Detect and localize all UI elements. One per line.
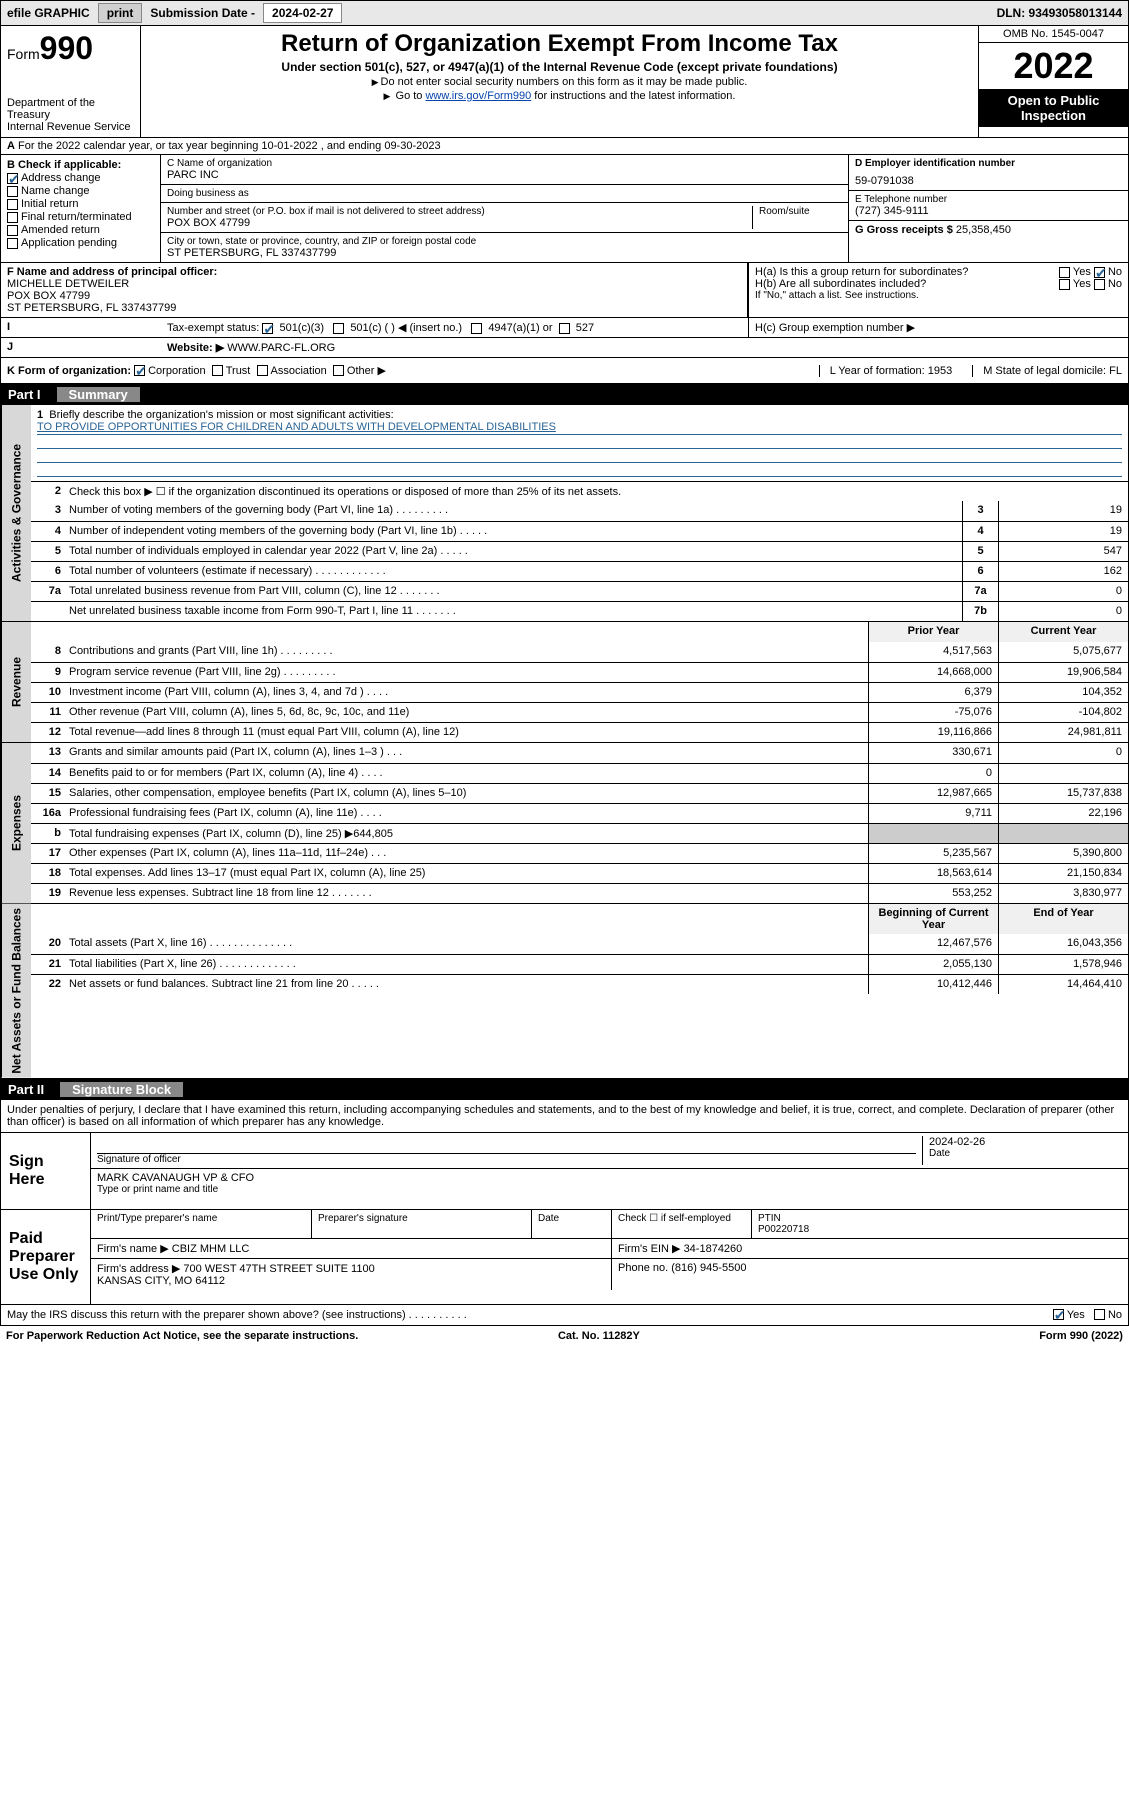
omb-number: OMB No. 1545-0047 [979, 26, 1128, 43]
hc-group-exemption: H(c) Group exemption number ▶ [748, 318, 1128, 337]
side-expenses: Expenses [1, 743, 31, 903]
submission-date-label: Submission Date - [144, 6, 261, 20]
chk-hb-no[interactable] [1094, 279, 1105, 290]
form-subtitle: Under section 501(c), 527, or 4947(a)(1)… [147, 60, 972, 74]
chk-initial-return[interactable] [7, 199, 18, 210]
summary-row: 12Total revenue—add lines 8 through 11 (… [31, 722, 1128, 742]
chk-trust[interactable] [212, 365, 223, 376]
chk-association[interactable] [257, 365, 268, 376]
ssn-note: Do not enter social security numbers on … [147, 76, 972, 88]
part-i-body: Activities & Governance 1 Briefly descri… [0, 405, 1129, 1079]
top-toolbar: efile GRAPHIC print Submission Date - 20… [0, 0, 1129, 26]
summary-row: 17Other expenses (Part IX, column (A), l… [31, 843, 1128, 863]
website: WWW.PARC-FL.ORG [227, 342, 335, 354]
tax-year: 2022 [979, 43, 1128, 89]
ptin: P00220718 [758, 1224, 809, 1235]
gross-receipts: 25,358,450 [956, 224, 1011, 236]
summary-row: 4Number of independent voting members of… [31, 521, 1128, 541]
summary-row: 13Grants and similar amounts paid (Part … [31, 743, 1128, 763]
summary-row: 14Benefits paid to or for members (Part … [31, 763, 1128, 783]
principal-officer: MICHELLE DETWEILER POX BOX 47799 ST PETE… [7, 278, 176, 314]
paid-preparer-label: Paid Preparer Use Only [1, 1210, 91, 1304]
firm-name: CBIZ MHM LLC [172, 1243, 250, 1255]
side-governance: Activities & Governance [1, 405, 31, 621]
section-klm: K Form of organization: Corporation Trus… [0, 358, 1129, 384]
firm-ein: 34-1874260 [684, 1243, 743, 1255]
chk-discuss-yes[interactable] [1053, 1309, 1064, 1320]
chk-501c[interactable] [333, 323, 344, 334]
chk-discuss-no[interactable] [1094, 1309, 1105, 1320]
section-d: D Employer identification number 59-0791… [848, 155, 1128, 262]
section-bcd: B Check if applicable: Address change Na… [0, 155, 1129, 263]
summary-row: 16aProfessional fundraising fees (Part I… [31, 803, 1128, 823]
section-j: J Website: ▶ WWW.PARC-FL.ORG [0, 338, 1129, 358]
summary-row: 21Total liabilities (Part X, line 26) . … [31, 954, 1128, 974]
summary-row: 20Total assets (Part X, line 16) . . . .… [31, 934, 1128, 954]
summary-row: 15Salaries, other compensation, employee… [31, 783, 1128, 803]
signature-block: Sign Here Signature of officer 2024-02-2… [0, 1133, 1129, 1326]
chk-name-change[interactable] [7, 186, 18, 197]
side-net-assets: Net Assets or Fund Balances [1, 904, 31, 1078]
chk-application-pending[interactable] [7, 238, 18, 249]
chk-ha-no[interactable] [1094, 267, 1105, 278]
ein: 59-0791038 [855, 175, 1122, 187]
chk-ha-yes[interactable] [1059, 267, 1070, 278]
summary-row: 10Investment income (Part VIII, column (… [31, 682, 1128, 702]
summary-row: 7aTotal unrelated business revenue from … [31, 581, 1128, 601]
irs-link[interactable]: www.irs.gov/Form990 [425, 90, 531, 102]
side-revenue: Revenue [1, 622, 31, 742]
section-c: C Name of organization PARC INC Doing bu… [161, 155, 848, 262]
part-i-header: Part I Summary [0, 384, 1129, 405]
firm-phone: (816) 945-5500 [671, 1262, 746, 1274]
chk-hb-yes[interactable] [1059, 279, 1070, 290]
summary-row: 3Number of voting members of the governi… [31, 501, 1128, 521]
form-title: Return of Organization Exempt From Incom… [147, 30, 972, 58]
form-header: Form990 Department of the Treasury Inter… [0, 26, 1129, 138]
chk-corporation[interactable] [134, 365, 145, 376]
state-domicile: M State of legal domicile: FL [972, 365, 1122, 377]
section-b-checkboxes: B Check if applicable: Address change Na… [1, 155, 161, 262]
open-to-public: Open to Public Inspection [979, 89, 1128, 127]
submission-date-value: 2024-02-27 [263, 3, 342, 23]
instructions-link-line: Go to www.irs.gov/Form990 for instructio… [147, 90, 972, 102]
org-name: PARC INC [167, 169, 842, 181]
summary-row: 6Total number of volunteers (estimate if… [31, 561, 1128, 581]
chk-address-change[interactable] [7, 173, 18, 184]
summary-row: bTotal fundraising expenses (Part IX, co… [31, 823, 1128, 843]
city-state-zip: ST PETERSBURG, FL 337437799 [167, 247, 842, 259]
chk-501c3[interactable] [262, 323, 273, 334]
section-i: I Tax-exempt status: 501(c)(3) 501(c) ( … [0, 318, 1129, 338]
mission-text: TO PROVIDE OPPORTUNITIES FOR CHILDREN AN… [37, 421, 1122, 435]
summary-row: 19Revenue less expenses. Subtract line 1… [31, 883, 1128, 903]
efile-label: efile GRAPHIC [1, 6, 96, 20]
chk-final-return[interactable] [7, 212, 18, 223]
line-a-tax-year: A For the 2022 calendar year, or tax yea… [0, 138, 1129, 155]
chk-4947[interactable] [471, 323, 482, 334]
part-ii-header: Part II Signature Block [0, 1079, 1129, 1100]
summary-row: 8Contributions and grants (Part VIII, li… [31, 642, 1128, 662]
dept-treasury: Department of the Treasury Internal Reve… [7, 97, 134, 133]
page-footer: For Paperwork Reduction Act Notice, see … [0, 1326, 1129, 1346]
sign-here-label: Sign Here [1, 1133, 91, 1209]
perjury-declaration: Under penalties of perjury, I declare th… [0, 1100, 1129, 1133]
print-button[interactable]: print [98, 3, 143, 23]
street-address: POX BOX 47799 [167, 217, 752, 229]
section-f-h: F Name and address of principal officer:… [0, 263, 1129, 318]
summary-row: 9Program service revenue (Part VIII, lin… [31, 662, 1128, 682]
chk-amended-return[interactable] [7, 225, 18, 236]
form-number: Form990 [7, 30, 134, 67]
signature-date: 2024-02-26 [929, 1136, 1122, 1148]
chk-527[interactable] [559, 323, 570, 334]
year-formation: L Year of formation: 1953 [819, 365, 953, 377]
summary-row: 18Total expenses. Add lines 13–17 (must … [31, 863, 1128, 883]
summary-row: Net unrelated business taxable income fr… [31, 601, 1128, 621]
chk-other[interactable] [333, 365, 344, 376]
dln-value: DLN: 93493058013144 [997, 6, 1128, 20]
officer-name-title: MARK CAVANAUGH VP & CFO [97, 1172, 1122, 1184]
summary-row: 5Total number of individuals employed in… [31, 541, 1128, 561]
summary-row: 11Other revenue (Part VIII, column (A), … [31, 702, 1128, 722]
telephone: (727) 345-9111 [855, 205, 1122, 217]
summary-row: 22Net assets or fund balances. Subtract … [31, 974, 1128, 994]
